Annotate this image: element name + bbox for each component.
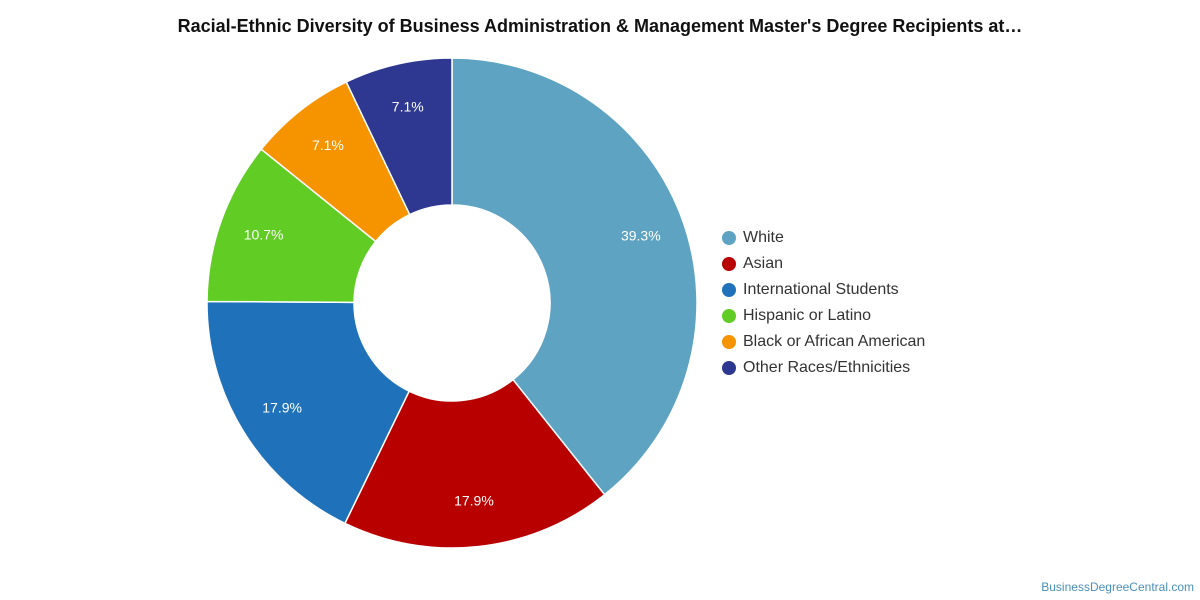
slice-label-white: 39.3% bbox=[621, 228, 661, 244]
legend-swatch bbox=[722, 309, 736, 323]
legend-label: White bbox=[743, 229, 784, 246]
slice-international-students[interactable] bbox=[206, 300, 411, 525]
legend-swatch bbox=[722, 257, 736, 271]
legend-item-white[interactable]: White bbox=[722, 229, 784, 246]
chart-legend[interactable]: White Asian International Students Hispanic… bbox=[722, 229, 925, 376]
legend-label: Other Races/Ethnicities bbox=[743, 359, 910, 376]
legend-swatch bbox=[722, 231, 736, 245]
slice-asian[interactable] bbox=[343, 378, 606, 549]
legend-item-international-students[interactable]: International Students bbox=[722, 281, 899, 298]
slice-label-international-students: 17.9% bbox=[262, 399, 302, 415]
slice-label-other-races-ethnicities: 7.1% bbox=[392, 99, 424, 115]
legend-label: Asian bbox=[743, 255, 783, 272]
slice-other-races-ethnicities[interactable] bbox=[345, 57, 453, 216]
chart-title: Racial-Ethnic Diversity of Business Admi… bbox=[177, 16, 1023, 36]
legend-swatch bbox=[722, 283, 736, 297]
slice-label-hispanic-or-latino: 10.7% bbox=[244, 227, 284, 243]
legend-item-hispanic-or-latino[interactable]: Hispanic or Latino bbox=[722, 307, 871, 324]
slice-label-black-or-african-american: 7.1% bbox=[312, 137, 344, 153]
slice-hispanic-or-latino[interactable] bbox=[206, 148, 377, 304]
legend-label: Hispanic or Latino bbox=[743, 307, 871, 324]
slice-white[interactable] bbox=[451, 57, 698, 496]
watermark: BusinessDegreeCentral.com bbox=[1041, 580, 1194, 594]
chart-slice-labels: 39.3% 17.9% 17.9% 10.7% 7.1% 7.1% bbox=[244, 99, 661, 509]
legend-item-asian[interactable]: Asian bbox=[722, 255, 783, 272]
legend-item-black-or-african-american[interactable]: Black or African American bbox=[722, 333, 925, 350]
slice-label-asian: 17.9% bbox=[454, 492, 494, 508]
chart-slices bbox=[206, 57, 698, 549]
legend-label: Black or African American bbox=[743, 333, 925, 350]
legend-label: International Students bbox=[743, 281, 899, 298]
legend-swatch bbox=[722, 335, 736, 349]
legend-item-other-races-ethnicities[interactable]: Other Races/Ethnicities bbox=[722, 359, 910, 376]
legend-swatch bbox=[722, 361, 736, 375]
